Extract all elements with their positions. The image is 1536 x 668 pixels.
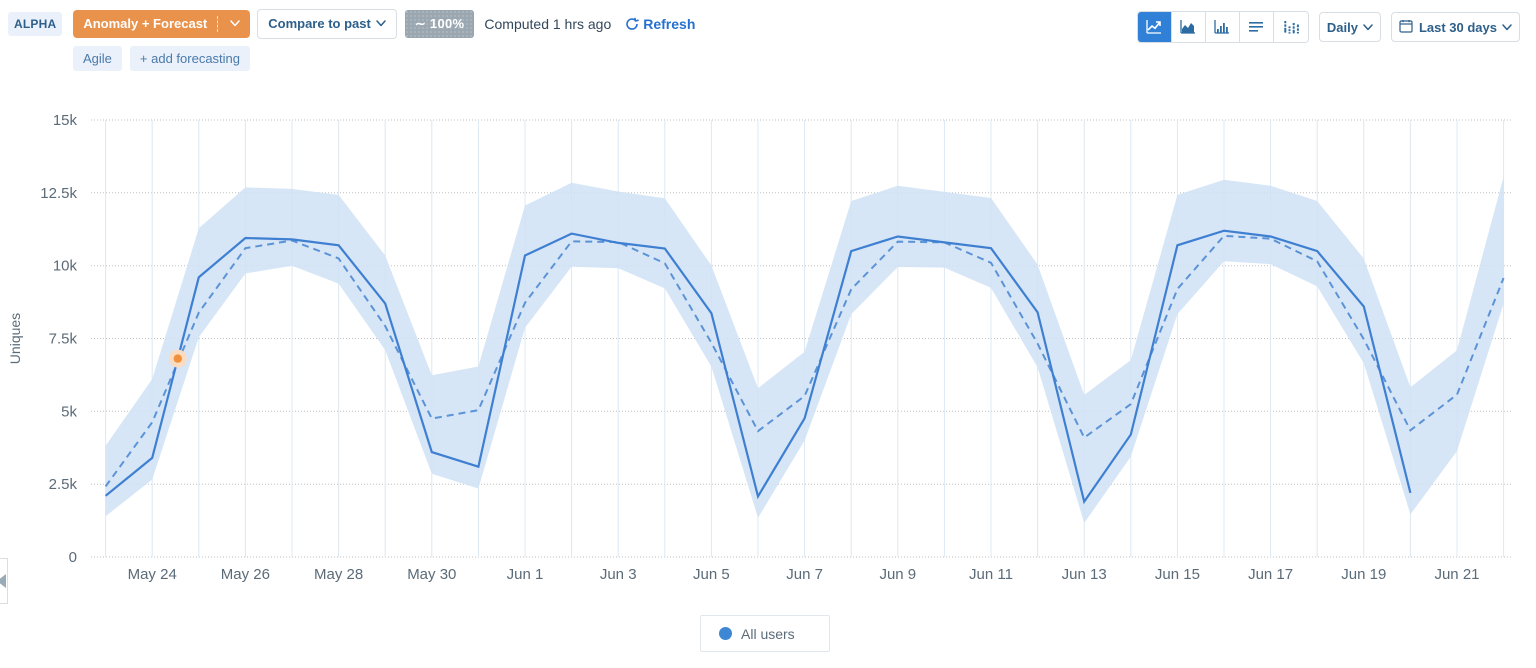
svg-text:Jun 21: Jun 21 [1434, 566, 1479, 583]
svg-text:Jun 15: Jun 15 [1155, 566, 1200, 583]
svg-text:May 28: May 28 [314, 566, 363, 583]
svg-text:Jun 1: Jun 1 [507, 566, 544, 583]
svg-text:Jun 7: Jun 7 [786, 566, 823, 583]
svg-text:Jun 3: Jun 3 [600, 566, 637, 583]
svg-text:Jun 9: Jun 9 [879, 566, 916, 583]
svg-text:Uniques: Uniques [7, 313, 23, 364]
svg-text:Jun 19: Jun 19 [1341, 566, 1386, 583]
svg-text:10k: 10k [53, 258, 78, 275]
svg-text:15k: 15k [53, 112, 78, 129]
svg-text:Jun 17: Jun 17 [1248, 566, 1293, 583]
svg-text:May 24: May 24 [128, 566, 177, 583]
svg-text:Jun 13: Jun 13 [1062, 566, 1107, 583]
svg-text:Jun 5: Jun 5 [693, 566, 730, 583]
svg-text:7.5k: 7.5k [49, 331, 78, 348]
svg-text:May 26: May 26 [221, 566, 270, 583]
svg-text:May 30: May 30 [407, 566, 456, 583]
svg-text:2.5k: 2.5k [49, 476, 78, 493]
svg-text:0: 0 [69, 549, 77, 566]
svg-text:5k: 5k [61, 403, 77, 420]
svg-text:Jun 11: Jun 11 [969, 566, 1013, 583]
svg-text:12.5k: 12.5k [40, 185, 77, 202]
